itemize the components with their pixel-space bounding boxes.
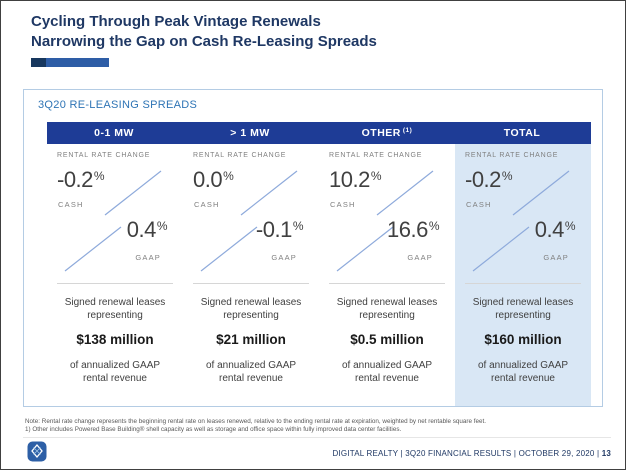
- column-total: RENTAL RATE CHANGE -0.2% CASH 0.4% GAAP …: [455, 144, 591, 406]
- diagonal-slash-icon: [336, 170, 434, 272]
- footnotes: Note: Rental rate change represents the …: [25, 418, 486, 434]
- header-text: OTHER: [361, 127, 401, 139]
- column-0-1mw: RENTAL RATE CHANGE -0.2% CASH 0.4% GAAP …: [47, 144, 183, 406]
- header-text: TOTAL: [503, 127, 541, 139]
- desc-top: Signed renewal leases representing: [472, 297, 574, 321]
- gaap-value-text: 16.6: [387, 217, 428, 242]
- gaap-label: GAAP: [135, 253, 161, 262]
- cash-label: CASH: [466, 200, 492, 209]
- percent-sign: %: [93, 169, 105, 183]
- gaap-rate-value: 0.4%: [534, 217, 576, 243]
- header-superscript: (1): [402, 126, 413, 134]
- diagonal-slash-icon: [200, 170, 298, 272]
- column-other: RENTAL RATE CHANGE 10.2% CASH 16.6% GAAP…: [319, 144, 455, 406]
- cash-rate-value: 10.2%: [329, 167, 382, 193]
- page-number: 13: [601, 449, 611, 458]
- percent-sign: %: [292, 219, 304, 233]
- title-line-2: Narrowing the Gap on Cash Re-Leasing Spr…: [31, 33, 377, 50]
- desc-bottom: of annualized GAAP rental revenue: [477, 360, 569, 384]
- amount-value: $21 million: [216, 332, 286, 347]
- cash-rate-value: -0.2%: [465, 167, 513, 193]
- rate-cell: 10.2% CASH 16.6% GAAP: [319, 165, 455, 277]
- rental-rate-change-label: RENTAL RATE CHANGE: [57, 152, 151, 159]
- desc-top: Signed renewal leases representing: [64, 297, 166, 321]
- accent-mid-segment: [46, 58, 109, 67]
- cash-label: CASH: [330, 200, 356, 209]
- column-divider: [465, 283, 581, 284]
- gaap-value-text: 0.4: [534, 217, 565, 242]
- rate-cell: 0.0% CASH -0.1% GAAP: [183, 165, 319, 277]
- gaap-label: GAAP: [271, 253, 297, 262]
- footnote-line-1: Note: Rental rate change represents the …: [25, 418, 487, 425]
- percent-sign: %: [370, 169, 382, 183]
- diagonal-slash-icon: [472, 170, 570, 272]
- gaap-label: GAAP: [407, 253, 433, 262]
- desc-top: Signed renewal leases representing: [200, 297, 302, 321]
- title-accent-bar: [31, 58, 109, 67]
- rental-rate-change-label: RENTAL RATE CHANGE: [465, 152, 559, 159]
- column-header-0-1mw: 0-1 MW: [47, 122, 183, 144]
- desc-bottom: of annualized GAAP rental revenue: [341, 360, 433, 384]
- percent-sign: %: [501, 169, 513, 183]
- header-text: 0-1 MW: [94, 127, 134, 139]
- table-body-row: RENTAL RATE CHANGE -0.2% CASH 0.4% GAAP …: [47, 144, 591, 406]
- desc-bottom: of annualized GAAP rental revenue: [69, 360, 161, 384]
- amount-value: $138 million: [76, 332, 154, 347]
- desc-top: Signed renewal leases representing: [336, 297, 438, 321]
- cash-value-text: -0.2: [465, 167, 501, 192]
- accent-dark-segment: [31, 58, 46, 67]
- cash-rate-value: 0.0%: [193, 167, 234, 193]
- column-header-other: OTHER (1): [319, 122, 455, 144]
- footer-bar: DIGITAL REALTY | 3Q20 FINANCIAL RESULTS …: [332, 449, 611, 458]
- digital-realty-logo: [27, 441, 47, 462]
- rate-cell: -0.2% CASH 0.4% GAAP: [47, 165, 183, 277]
- cash-rate-value: -0.2%: [57, 167, 105, 193]
- column-header-gt1mw: > 1 MW: [183, 122, 319, 144]
- diagonal-slash-icon: [64, 170, 162, 272]
- footnote-line-2: 1) Other includes Powered Base Building®…: [25, 426, 402, 433]
- gaap-rate-value: 16.6%: [387, 217, 440, 243]
- cash-value-text: 0.0: [193, 167, 223, 192]
- footer-separator: |: [594, 449, 602, 458]
- column-gt1mw: RENTAL RATE CHANGE 0.0% CASH -0.1% GAAP …: [183, 144, 319, 406]
- slide-title: Cycling Through Peak Vintage Renewals Na…: [31, 12, 377, 52]
- gaap-rate-value: 0.4%: [126, 217, 168, 243]
- header-text: > 1 MW: [230, 127, 270, 139]
- percent-sign: %: [564, 219, 576, 233]
- amount-value: $160 million: [484, 332, 562, 347]
- percent-sign: %: [223, 169, 234, 183]
- table-header-row: 0-1 MW > 1 MW OTHER (1) TOTAL: [47, 122, 591, 144]
- title-line-1: Cycling Through Peak Vintage Renewals: [31, 13, 321, 30]
- gaap-rate-value: -0.1%: [255, 217, 304, 243]
- cash-value-text: -0.2: [57, 167, 93, 192]
- amount-value: $0.5 million: [350, 332, 424, 347]
- column-divider: [57, 283, 173, 284]
- column-divider: [329, 283, 445, 284]
- rental-rate-change-label: RENTAL RATE CHANGE: [193, 152, 287, 159]
- percent-sign: %: [428, 219, 440, 233]
- footer-divider: [23, 437, 611, 438]
- cash-label: CASH: [194, 200, 220, 209]
- cash-value-text: 10.2: [329, 167, 370, 192]
- section-title: 3Q20 RE-LEASING SPREADS: [38, 99, 198, 111]
- desc-bottom: of annualized GAAP rental revenue: [205, 360, 297, 384]
- gaap-value-text: 0.4: [126, 217, 157, 242]
- rental-rate-change-label: RENTAL RATE CHANGE: [329, 152, 423, 159]
- gaap-label: GAAP: [543, 253, 569, 262]
- releasing-spreads-panel: 3Q20 RE-LEASING SPREADS 0-1 MW > 1 MW OT…: [23, 89, 603, 407]
- cash-label: CASH: [58, 200, 84, 209]
- spreads-table: 0-1 MW > 1 MW OTHER (1) TOTAL RENTAL RATE…: [47, 122, 591, 406]
- percent-sign: %: [156, 219, 168, 233]
- gaap-value-text: -0.1: [255, 217, 292, 242]
- column-divider: [193, 283, 309, 284]
- column-header-total: TOTAL: [455, 122, 591, 144]
- rate-cell: -0.2% CASH 0.4% GAAP: [455, 165, 591, 277]
- footer-text: DIGITAL REALTY | 3Q20 FINANCIAL RESULTS …: [332, 449, 595, 458]
